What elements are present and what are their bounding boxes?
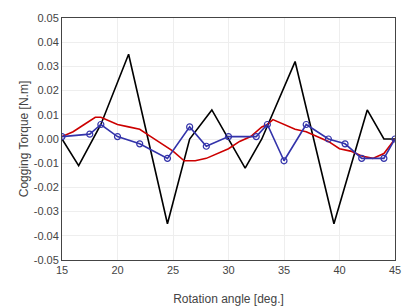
svg-text:-0.03: -0.03 (34, 205, 59, 217)
svg-text:Rotation angle [deg.]: Rotation angle [deg.] (173, 292, 284, 306)
svg-text:-0.02: -0.02 (34, 181, 59, 193)
svg-text:0.02: 0.02 (37, 84, 58, 96)
svg-text:-0.04: -0.04 (34, 230, 59, 242)
svg-text:0.03: 0.03 (37, 60, 58, 72)
svg-text:-0.01: -0.01 (34, 157, 59, 169)
svg-text:0.04: 0.04 (37, 36, 58, 48)
svg-text:0.05: 0.05 (37, 12, 58, 24)
svg-text:25: 25 (167, 264, 179, 276)
svg-text:45: 45 (389, 264, 401, 276)
svg-text:-0.05: -0.05 (34, 254, 59, 266)
svg-text:15: 15 (56, 264, 68, 276)
svg-text:Cogging Torque [N.m]: Cogging Torque [N.m] (17, 81, 31, 198)
svg-text:35: 35 (278, 264, 290, 276)
svg-text:0.00: 0.00 (37, 133, 58, 145)
svg-text:40: 40 (333, 264, 345, 276)
svg-text:30: 30 (222, 264, 234, 276)
svg-text:20: 20 (111, 264, 123, 276)
svg-text:0.01: 0.01 (37, 109, 58, 121)
